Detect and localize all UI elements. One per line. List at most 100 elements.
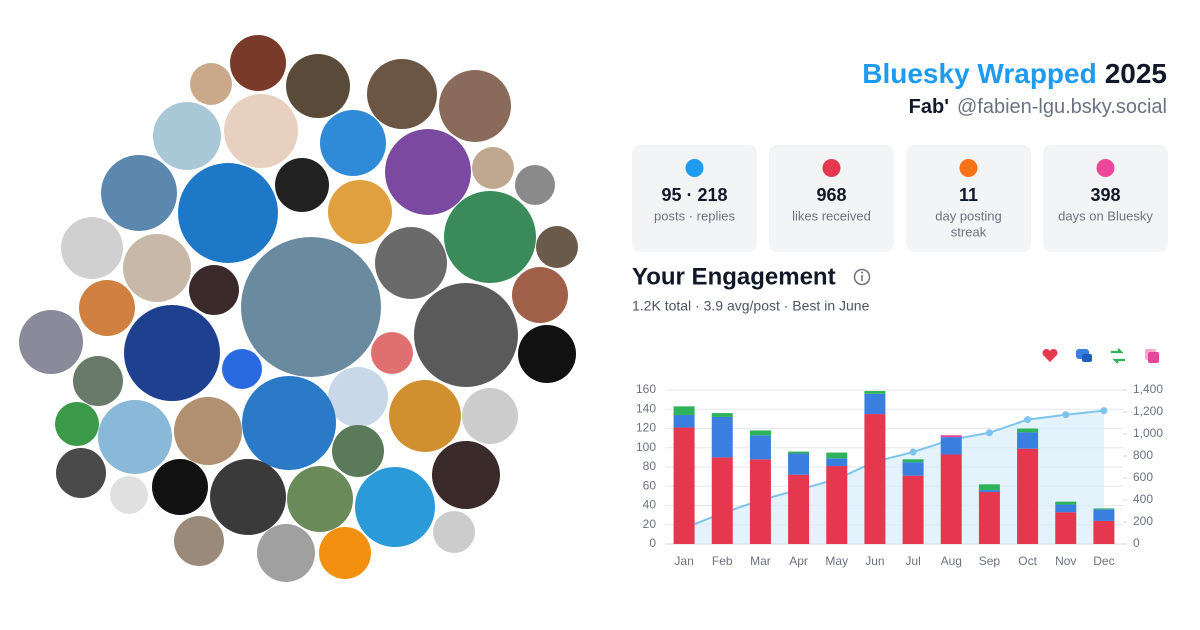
bar-segment: [1055, 504, 1077, 513]
title-year: 2025: [1105, 58, 1167, 89]
y2-tick-label: 1,000: [1133, 426, 1163, 440]
y-tick-label: 80: [643, 459, 657, 473]
user-line: Fab' @fabien-lgu.bsky.social: [909, 96, 1167, 118]
avatar: [98, 400, 172, 474]
x-tick-label: Jun: [865, 554, 884, 568]
avatar: [355, 467, 435, 547]
line-point: [985, 429, 993, 437]
avatar: [79, 280, 135, 336]
bar-segment: [711, 457, 733, 544]
y2-tick-label: 0: [1133, 536, 1140, 550]
avatar: [385, 129, 471, 215]
stat-card: [906, 145, 1031, 252]
avatar: [522, 384, 574, 436]
bar-segment: [978, 492, 1000, 544]
stat-cards: 95 · 218 posts · replies 968 likes received…: [632, 145, 1168, 252]
y2-tick-label: 600: [1133, 470, 1153, 484]
y-tick-label: 160: [636, 382, 656, 396]
stat-icon: [685, 159, 704, 177]
legend: [1042, 348, 1159, 364]
line-point: [1062, 411, 1070, 419]
avatar: [536, 226, 578, 268]
avatar: [224, 94, 298, 168]
bar-segment: [940, 437, 962, 455]
y-tick-label: 40: [643, 498, 657, 512]
avatar: [230, 35, 286, 91]
avatar: [287, 466, 353, 532]
bar-segment: [749, 430, 771, 436]
stat-icon: [959, 159, 978, 177]
bar-segment: [1093, 509, 1115, 521]
bar-segment: [1055, 512, 1077, 544]
bar-segment: [673, 406, 695, 416]
bar-segment: [902, 475, 924, 544]
bar-segment: [826, 458, 848, 467]
avatar: [433, 511, 475, 553]
avatar: [319, 527, 371, 579]
section-title: Your Engagement: [632, 263, 836, 290]
bar-segment: [749, 435, 771, 460]
bar-segment: [978, 484, 1000, 491]
title: Bluesky Wrapped 2025: [862, 58, 1167, 89]
bar-segment: [788, 451, 810, 454]
stat-label: days on Bluesky: [1058, 208, 1153, 223]
avatar: [174, 397, 242, 465]
avatar: [56, 448, 106, 498]
avatar: [242, 376, 336, 470]
avatar: [332, 425, 384, 477]
bar-segment: [902, 459, 924, 463]
user-handle: @fabien-lgu.bsky.social: [957, 96, 1167, 118]
bar-segment: [864, 414, 886, 544]
bar-segment: [788, 474, 810, 544]
stat-card: [1043, 145, 1168, 252]
y2-tick-label: 200: [1133, 514, 1153, 528]
avatar: [286, 54, 350, 118]
stat-value: 95 · 218: [661, 185, 727, 205]
info-icon: [853, 268, 871, 286]
stat-card: [769, 145, 894, 252]
stat-label: streak: [951, 224, 987, 239]
avatar: [189, 265, 239, 315]
x-tick-label: Jan: [674, 554, 693, 568]
avatar: [275, 158, 329, 212]
avatar: [432, 441, 500, 509]
bar-segment: [826, 452, 848, 459]
bar-segment: [749, 459, 771, 544]
bar-segment: [711, 413, 733, 417]
bar-segment: [1093, 508, 1115, 510]
bar-segment: [940, 435, 962, 438]
avatar: [444, 191, 536, 283]
avatar: [110, 476, 148, 514]
stat-label: day posting: [935, 208, 1002, 223]
y-tick-label: 0: [649, 536, 656, 550]
avatar: [328, 180, 392, 244]
y2-tick-label: 1,200: [1133, 404, 1163, 418]
avatar: [320, 110, 386, 176]
y2-tick-label: 800: [1133, 448, 1153, 462]
avatar: [371, 332, 413, 374]
engagement-chart: 0 20 40 60 80 100 120 140 160 0 200 400 600 800 1,000 1…: [636, 382, 1163, 568]
stat-icon: [1096, 159, 1115, 177]
avatar: [328, 367, 388, 427]
y-tick-label: 20: [643, 517, 657, 531]
avatar: [241, 237, 381, 377]
avatar: [124, 305, 220, 401]
line-point: [909, 448, 917, 456]
avatar: [19, 310, 83, 374]
stat-card: [632, 145, 757, 252]
x-tick-label: Mar: [750, 554, 771, 568]
bar-segment: [864, 390, 886, 394]
bar-segment: [1055, 501, 1077, 505]
user-name: Fab': [909, 96, 949, 118]
avatar: [222, 349, 262, 389]
bar-segment: [788, 453, 810, 475]
stat-icon: [822, 159, 841, 177]
x-tick-label: Aug: [941, 554, 962, 568]
avatar: [439, 70, 511, 142]
bar-segment: [1017, 432, 1039, 449]
stat-value: 11: [959, 185, 978, 205]
avatar: [153, 102, 221, 170]
x-tick-label: Nov: [1055, 554, 1076, 568]
line-point: [1100, 407, 1108, 415]
